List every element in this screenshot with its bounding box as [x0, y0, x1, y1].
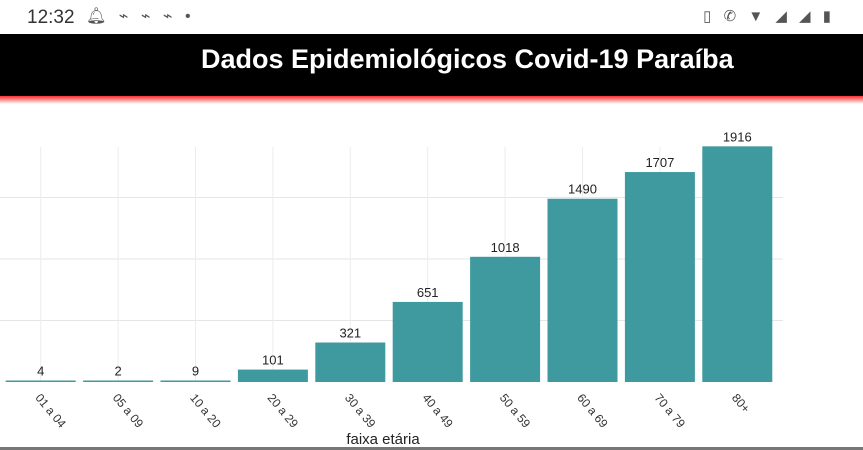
- bar-10-a-20: [160, 380, 231, 382]
- x-tick-label: 60 a 69: [574, 391, 611, 431]
- x-tick-label: 20 a 29: [265, 391, 302, 431]
- page-title: Dados Epidemiológicos Covid-19 Paraíba: [201, 44, 734, 74]
- bar-60-a-69: [547, 198, 618, 382]
- notification-icons: 🔔︎ ⌁ ⌁ ⌁ •: [86, 8, 195, 25]
- data-label: 4: [37, 364, 44, 379]
- nav-bar-edge: [0, 447, 863, 450]
- clock: 12:32: [27, 7, 75, 28]
- data-label: 1707: [645, 155, 674, 170]
- data-label: 321: [339, 326, 361, 341]
- bar-30-a-39: [315, 342, 386, 382]
- bar-01-a-04: [5, 380, 76, 382]
- bar-05-a-09: [83, 380, 154, 382]
- x-tick-label: 50 a 59: [497, 391, 534, 431]
- data-label: 651: [417, 285, 439, 300]
- x-tick-label: 10 a 20: [187, 391, 224, 431]
- system-icons: ▯ ✆ ▼ ◢ ◢ ▮: [703, 8, 835, 25]
- data-label: 2: [114, 364, 121, 379]
- x-tick-label: 80+: [729, 391, 753, 416]
- status-bar: 12:32 🔔︎ ⌁ ⌁ ⌁ • ▯ ✆ ▼ ◢ ◢ ▮: [0, 0, 863, 34]
- app-bar: Dados Epidemiológicos Covid-19 Paraíba: [0, 34, 863, 96]
- x-tick-label: 30 a 39: [342, 391, 379, 431]
- x-axis-title: faixa etária: [346, 431, 420, 448]
- bar-80-: [702, 146, 773, 382]
- x-tick-label: 05 a 09: [110, 391, 147, 431]
- data-label: 101: [262, 353, 284, 368]
- data-label: 9: [192, 364, 199, 379]
- x-tick-label: 40 a 49: [419, 391, 456, 431]
- bar-70-a-79: [624, 172, 695, 382]
- bar-40-a-49: [392, 301, 463, 382]
- x-tick-label: 70 a 79: [652, 391, 689, 431]
- bar-20-a-29: [237, 369, 308, 382]
- bar-50-a-59: [470, 256, 541, 382]
- accent-divider: [0, 96, 863, 104]
- data-label: 1490: [568, 182, 597, 197]
- data-label: 1018: [491, 240, 520, 255]
- x-tick-label: 01 a 04: [32, 391, 69, 431]
- data-label: 1916: [723, 129, 752, 144]
